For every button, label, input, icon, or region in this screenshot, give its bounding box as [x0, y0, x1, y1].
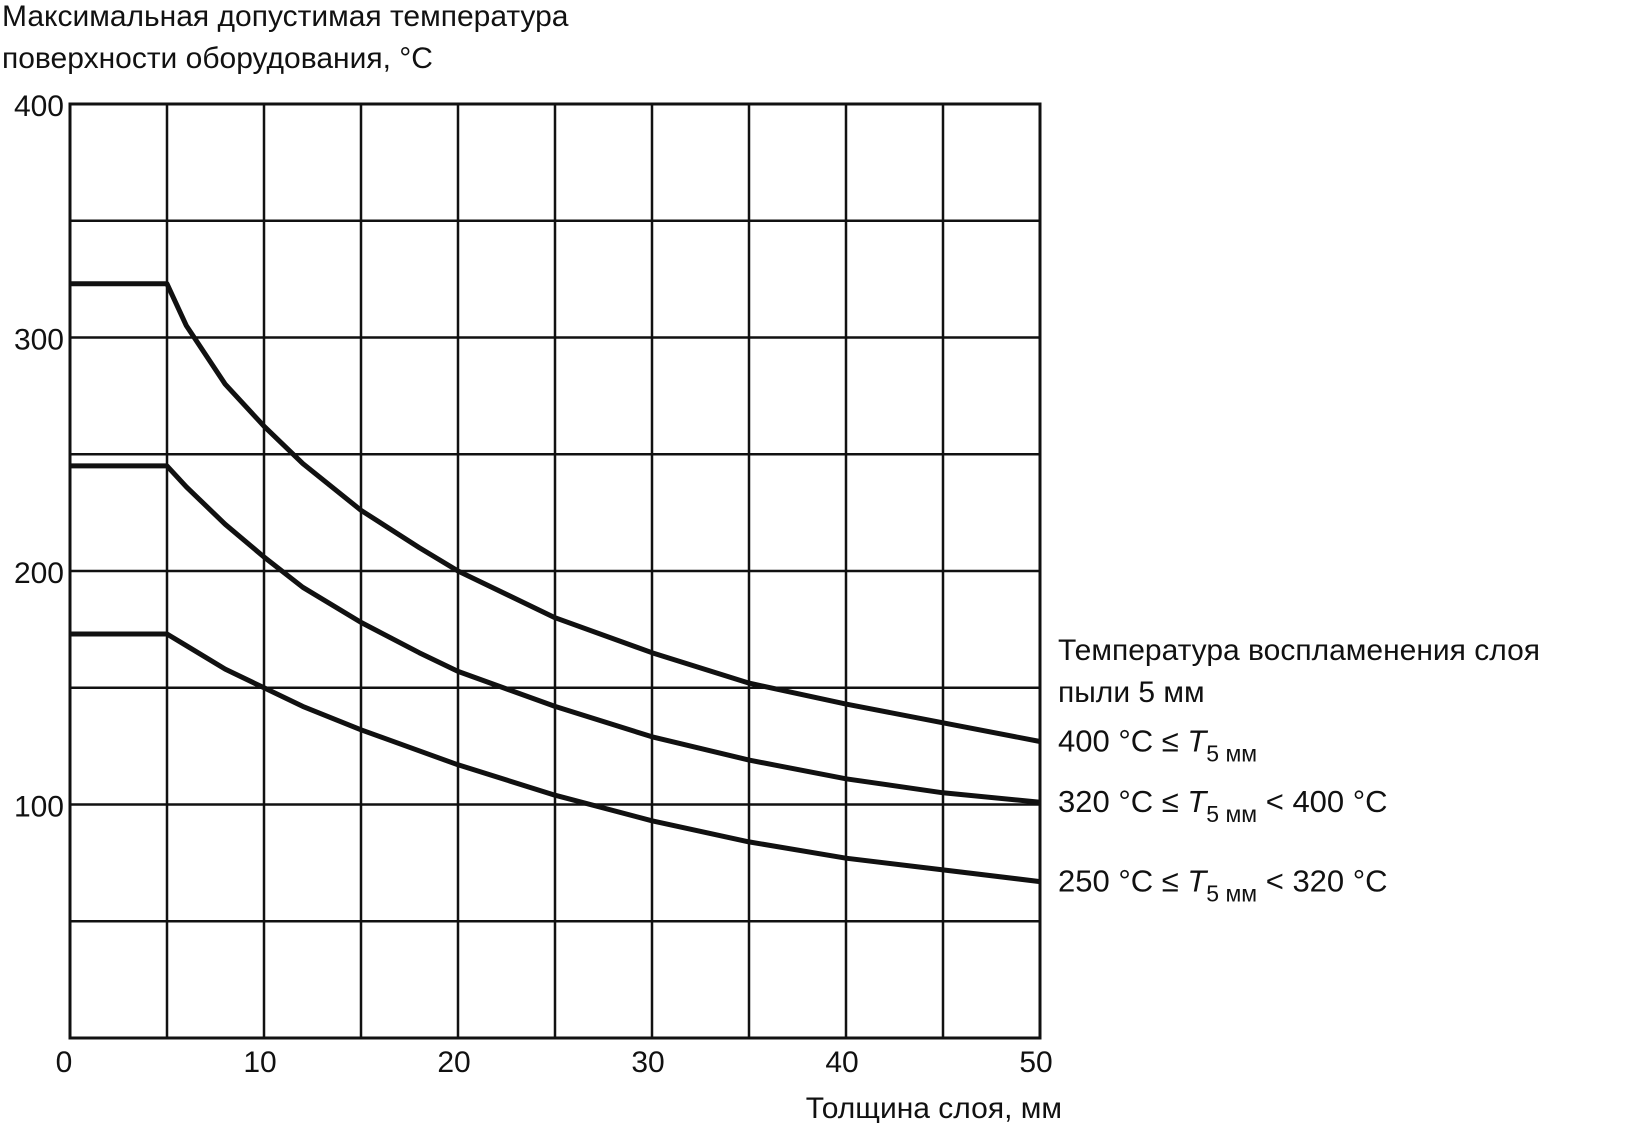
y-tick-labels: 100 200 300 400 [14, 90, 64, 824]
legend-title-line2: пыли 5 мм [1058, 676, 1205, 709]
series-label-2: 320 °С ≤ T5 мм < 400 °С [1058, 784, 1388, 827]
x-tick-labels: 0 10 20 30 40 50 [56, 1046, 1053, 1079]
y-tick-label: 100 [14, 791, 64, 824]
y-tick-label: 400 [14, 90, 64, 123]
x-axis-title: Толщина слоя, мм [806, 1092, 1062, 1123]
series-labels: 400 °С ≤ T5 мм 320 °С ≤ T5 мм < 400 °С 250… [1058, 723, 1388, 906]
plot-frame [68, 102, 1042, 1040]
x-tick-label: 50 [1019, 1046, 1052, 1079]
series-label-1: 400 °С ≤ T5 мм [1058, 723, 1257, 766]
series-line-2 [70, 463, 1041, 805]
x-tick-label: 10 [243, 1046, 276, 1079]
x-tick-label: 40 [825, 1046, 858, 1079]
x-tick-label: 30 [631, 1046, 664, 1079]
y-axis-title-line1: Максимальная допустимая температура [2, 0, 569, 33]
series-label-3: 250 °С ≤ T5 мм < 320 °С [1058, 864, 1388, 907]
y-axis-title-line2: поверхности оборудования, °С [2, 42, 433, 75]
series-lines [70, 281, 1041, 885]
series-line-3 [70, 631, 1041, 885]
legend-title-line1: Температура воспламенения слоя [1058, 634, 1540, 667]
y-tick-label: 300 [14, 324, 64, 357]
series-line-1 [70, 281, 1041, 744]
y-tick-label: 200 [14, 557, 64, 590]
x-tick-label: 20 [437, 1046, 470, 1079]
grid [70, 104, 1040, 1038]
x-tick-label: 0 [56, 1046, 73, 1079]
